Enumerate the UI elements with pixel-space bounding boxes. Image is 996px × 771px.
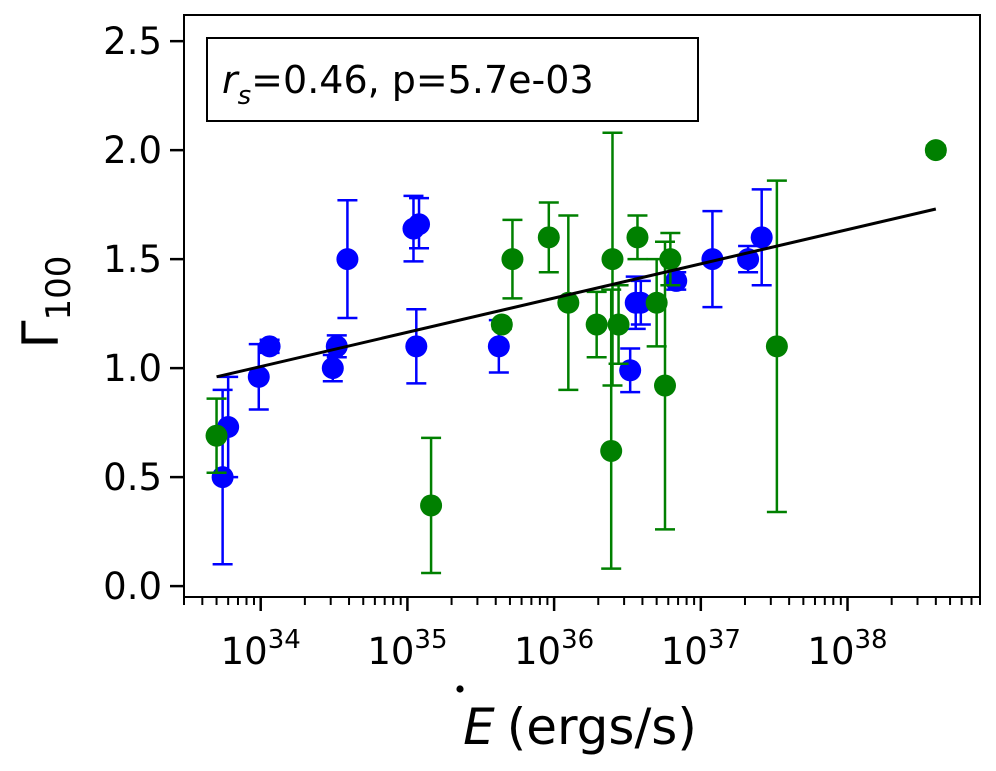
series-blue [211,188,773,566]
x-axis-title-text: E (ergs/s) [463,698,697,756]
series-green [205,131,947,575]
annotation-symbol: r [222,58,240,102]
x-tick-exponent: 35 [414,625,447,655]
data-point-blue [750,226,773,249]
plot-content [205,131,947,575]
annotation-box: rs=0.46, p=5.7e-03 [206,37,699,122]
annotation-subscript: s [238,81,252,111]
x-tick-label: 1038 [807,625,887,673]
data-point-blue [258,335,281,358]
x-tick-base: 10 [661,630,708,673]
x-tick-label: 1036 [514,625,594,673]
data-point-green [645,291,668,314]
x-axis-dot-accent [456,685,464,693]
plot-frame [183,14,981,598]
data-point-blue [408,213,431,236]
y-tick-label: 0.0 [103,565,162,608]
x-tick-label: 1037 [661,625,741,673]
annotation-text: rs=0.46, p=5.7e-03 [222,58,594,111]
data-point-green [765,335,788,358]
x-tick-exponent: 37 [708,625,741,655]
data-point-blue [405,335,428,358]
x-axis-unit: (ergs/s) [507,698,697,756]
data-point-blue [247,365,270,388]
y-tick-label: 1.0 [103,347,162,390]
data-point-blue [336,248,359,271]
x-tick-exponent: 38 [855,625,888,655]
x-tick-label: 1034 [221,625,301,673]
x-tick-base: 10 [367,630,414,673]
y-tick-label: 1.5 [103,238,162,281]
annotation-value: =0.46, p=5.7e-03 [251,58,593,102]
data-point-green [924,139,947,162]
x-axis-title: E (ergs/s) [456,685,697,756]
y-tick-label: 0.5 [103,456,162,499]
data-point-green [607,313,630,336]
x-tick-label: 1035 [367,625,447,673]
data-point-blue [629,291,652,314]
x-tick-exponent: 36 [561,625,594,655]
x-tick-exponent: 34 [268,625,301,655]
x-tick-base: 10 [807,630,854,673]
data-point-green [600,439,623,462]
x-tick-base: 10 [221,630,268,673]
fit-line [216,207,937,379]
data-point-green [490,313,513,336]
data-point-green [653,374,676,397]
data-point-blue [701,248,724,271]
data-point-blue [325,335,348,358]
data-point-blue [665,269,688,292]
y-tick-label: 2.5 [103,20,162,63]
y-axis-symbol: Γ [12,320,70,348]
data-point-green [585,313,608,336]
y-axis-subscript: 100 [39,256,79,321]
data-point-green [205,424,228,447]
data-point-green [537,226,560,249]
x-axis-symbol: E [463,698,495,756]
x-tick-base: 10 [514,630,561,673]
data-point-blue [321,357,344,380]
data-point-green [501,248,524,271]
data-point-green [601,248,624,271]
data-point-green [626,226,649,249]
data-point-green [659,248,682,271]
data-point-blue [211,466,234,489]
y-axis-title: Γ100 [12,256,79,349]
data-point-blue [487,335,510,358]
y-tick-label: 2.0 [103,129,162,172]
data-point-green [420,494,443,517]
